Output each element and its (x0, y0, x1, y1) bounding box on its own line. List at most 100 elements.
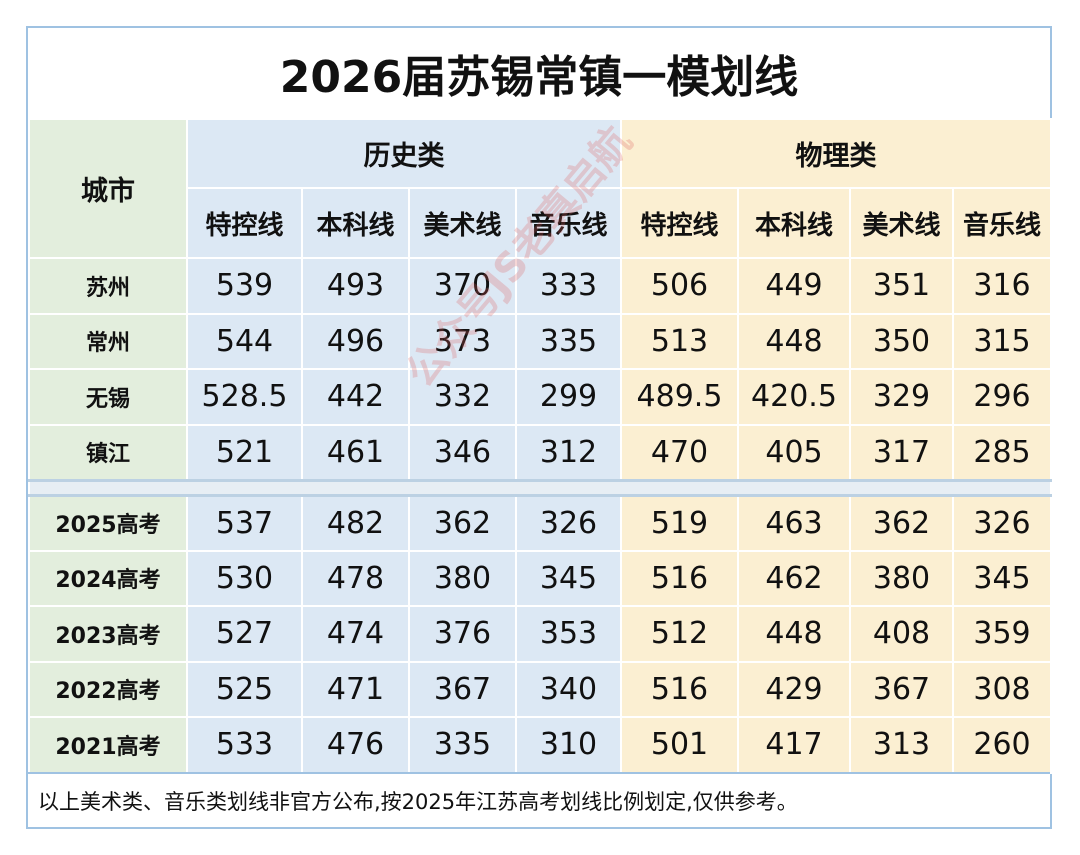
score-cell: 501 (620, 716, 739, 774)
score-cell: 362 (849, 494, 954, 552)
score-cell: 519 (620, 494, 739, 552)
score-cell: 329 (849, 368, 954, 426)
score-cell: 528.5 (186, 368, 303, 426)
score-cell: 296 (952, 368, 1052, 426)
subheader-physics-meishu: 美术线 (849, 187, 954, 259)
score-cell: 380 (408, 549, 517, 607)
score-cell: 313 (849, 716, 954, 774)
score-cell: 539 (186, 257, 303, 315)
score-cell: 478 (301, 549, 410, 607)
score-cell: 285 (952, 423, 1052, 481)
score-cell: 376 (408, 605, 517, 663)
header-city: 城市 (28, 118, 188, 259)
score-cell: 474 (301, 605, 410, 663)
score-cell: 461 (301, 423, 410, 481)
score-cell: 333 (515, 257, 622, 315)
score-cell: 299 (515, 368, 622, 426)
score-cell: 513 (620, 312, 739, 370)
score-cell: 470 (620, 423, 739, 481)
table-row: 2025高考 537 482 362 326 519 463 362 326 (28, 494, 1052, 552)
score-table-card: 2026届苏锡常镇一模划线 城市 历史类 物理类 特控线 本科线 美术线 音乐线… (26, 26, 1052, 829)
score-cell: 420.5 (737, 368, 851, 426)
score-cell: 350 (849, 312, 954, 370)
row-label: 2025高考 (28, 494, 188, 552)
score-cell: 521 (186, 423, 303, 481)
score-cell: 448 (737, 605, 851, 663)
score-cell: 544 (186, 312, 303, 370)
score-cell: 359 (952, 605, 1052, 663)
score-cell: 335 (515, 312, 622, 370)
score-cell: 316 (952, 257, 1052, 315)
subheader-physics-yinyue: 音乐线 (952, 187, 1052, 259)
table-row: 2022高考 525 471 367 340 516 429 367 308 (28, 660, 1052, 718)
table-row: 镇江 521 461 346 312 470 405 317 285 (28, 423, 1052, 481)
score-cell: 260 (952, 716, 1052, 774)
score-cell: 476 (301, 716, 410, 774)
row-label: 2022高考 (28, 660, 188, 718)
row-label: 2024高考 (28, 549, 188, 607)
subheader-physics-benke: 本科线 (737, 187, 851, 259)
score-cell: 496 (301, 312, 410, 370)
row-label: 常州 (28, 312, 188, 370)
subheader-physics-tekong: 特控线 (620, 187, 739, 259)
score-cell: 367 (849, 660, 954, 718)
section-divider (28, 478, 1052, 497)
score-cell: 462 (737, 549, 851, 607)
score-cell: 326 (515, 494, 622, 552)
score-cell: 537 (186, 494, 303, 552)
score-cell: 312 (515, 423, 622, 481)
score-cell: 527 (186, 605, 303, 663)
score-cell: 405 (737, 423, 851, 481)
score-cell: 516 (620, 549, 739, 607)
table-row: 苏州 539 493 370 333 506 449 351 316 (28, 257, 1052, 315)
score-cell: 370 (408, 257, 517, 315)
footer-note: 以上美术类、音乐类划线非官方公布,按2025年江苏高考划线比例划定,仅供参考。 (28, 772, 1050, 827)
subheader-history-yinyue: 音乐线 (515, 187, 622, 259)
score-cell: 326 (952, 494, 1052, 552)
score-cell: 340 (515, 660, 622, 718)
score-cell: 482 (301, 494, 410, 552)
score-cell: 489.5 (620, 368, 739, 426)
section-divider-cell (28, 478, 1052, 497)
table-row: 无锡 528.5 442 332 299 489.5 420.5 329 296 (28, 368, 1052, 426)
subheader-history-tekong: 特控线 (186, 187, 303, 259)
table-row: 2021高考 533 476 335 310 501 417 313 260 (28, 716, 1052, 774)
score-cell: 308 (952, 660, 1052, 718)
score-cell: 310 (515, 716, 622, 774)
score-cell: 367 (408, 660, 517, 718)
score-cell: 351 (849, 257, 954, 315)
row-label: 无锡 (28, 368, 188, 426)
score-cell: 353 (515, 605, 622, 663)
table-title: 2026届苏锡常镇一模划线 (279, 52, 799, 103)
row-label: 镇江 (28, 423, 188, 481)
score-cell: 463 (737, 494, 851, 552)
subheader-history-benke: 本科线 (301, 187, 410, 259)
score-cell: 345 (515, 549, 622, 607)
score-cell: 442 (301, 368, 410, 426)
table-row: 2024高考 530 478 380 345 516 462 380 345 (28, 549, 1052, 607)
score-cell: 493 (301, 257, 410, 315)
score-cell: 448 (737, 312, 851, 370)
row-label: 2023高考 (28, 605, 188, 663)
score-cell: 345 (952, 549, 1052, 607)
row-label: 苏州 (28, 257, 188, 315)
score-cell: 408 (849, 605, 954, 663)
header-history: 历史类 (186, 118, 622, 189)
score-cell: 315 (952, 312, 1052, 370)
score-cell: 373 (408, 312, 517, 370)
score-cell: 317 (849, 423, 954, 481)
score-cell: 525 (186, 660, 303, 718)
score-cell: 449 (737, 257, 851, 315)
table-row: 常州 544 496 373 335 513 448 350 315 (28, 312, 1052, 370)
row-label: 2021高考 (28, 716, 188, 774)
score-cell: 362 (408, 494, 517, 552)
score-cell: 512 (620, 605, 739, 663)
score-cell: 380 (849, 549, 954, 607)
score-cell: 429 (737, 660, 851, 718)
score-cell: 335 (408, 716, 517, 774)
score-cell: 533 (186, 716, 303, 774)
header-physics: 物理类 (620, 118, 1052, 189)
score-cell: 332 (408, 368, 517, 426)
subheader-history-meishu: 美术线 (408, 187, 517, 259)
score-cell: 346 (408, 423, 517, 481)
